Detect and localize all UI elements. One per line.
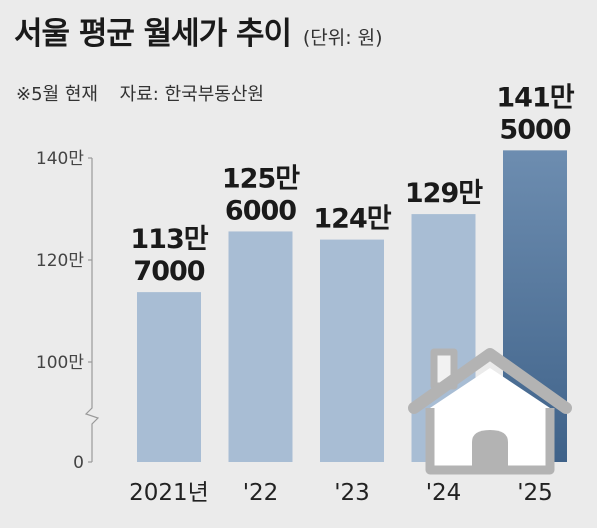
x-tick-label: '23 bbox=[334, 480, 370, 506]
bar-1 bbox=[228, 231, 293, 462]
y-tick-label: 0 bbox=[73, 453, 84, 473]
y-axis-line bbox=[84, 158, 100, 462]
y-axis: 0 100만 120만 140만 bbox=[36, 149, 100, 473]
data-label: 7000 bbox=[133, 256, 204, 287]
data-label: 113만 bbox=[130, 224, 208, 255]
data-label: 6000 bbox=[225, 195, 296, 226]
x-tick-label: '25 bbox=[517, 480, 553, 506]
x-tick-label: 2021년 bbox=[129, 480, 209, 506]
data-label: 124만 bbox=[313, 204, 391, 235]
chart-title-text: 서울 평균 월세가 추이 bbox=[14, 16, 292, 52]
data-label: 5000 bbox=[499, 114, 570, 145]
house-door bbox=[472, 430, 508, 470]
note-text: ※5월 현재 bbox=[16, 84, 98, 105]
unit-label: (단위: 원) bbox=[302, 27, 383, 49]
source-text: 자료: 한국부동산원 bbox=[119, 84, 264, 105]
bar-2 bbox=[320, 239, 384, 462]
house-body bbox=[430, 368, 550, 470]
chart-note: ※5월 현재 자료: 한국부동산원 bbox=[16, 80, 264, 106]
y-tick-label: 140만 bbox=[36, 149, 84, 169]
house-roof bbox=[408, 348, 572, 414]
house-icon bbox=[408, 348, 572, 475]
data-label: 141만 bbox=[496, 82, 574, 113]
x-tick-label: '24 bbox=[426, 480, 462, 506]
data-label: 125만 bbox=[222, 163, 300, 194]
x-tick-label: '22 bbox=[243, 480, 279, 506]
data-label: 129만 bbox=[405, 178, 483, 209]
bar-0 bbox=[137, 292, 201, 462]
y-tick-label: 120만 bbox=[36, 251, 84, 271]
y-tick-label: 100만 bbox=[36, 353, 84, 373]
chart-title: 서울 평균 월세가 추이 (단위: 원) bbox=[14, 8, 383, 53]
